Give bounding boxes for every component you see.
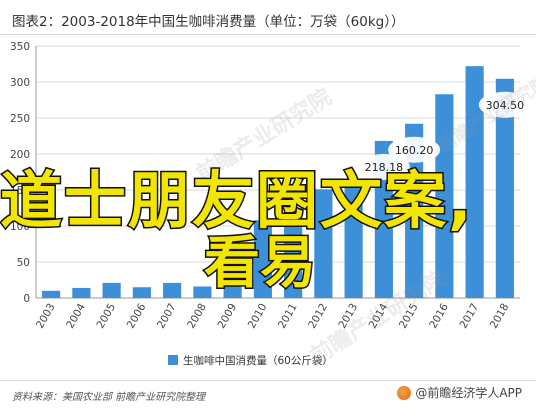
bar xyxy=(495,78,514,298)
x-tick-label: 2007 xyxy=(155,302,179,331)
x-tick-label: 2012 xyxy=(306,302,330,331)
footer-divider xyxy=(0,380,536,381)
bar xyxy=(223,263,242,298)
bar xyxy=(163,282,182,298)
brand-label: @前瞻经济学人APP xyxy=(415,386,522,400)
legend-label: 生咖啡中国消费量（60公斤袋） xyxy=(183,354,333,367)
y-tick-label: 350 xyxy=(10,41,30,53)
legend-swatch xyxy=(168,355,178,365)
brand-logo-icon xyxy=(397,385,412,400)
source-note: 资料来源：美国农业部 前瞻产业研究院整理 xyxy=(12,392,206,403)
data-label: 304.50 xyxy=(486,99,525,112)
bar xyxy=(72,287,91,298)
bar xyxy=(344,182,363,298)
x-tick-label: 2016 xyxy=(427,301,451,330)
data-label-bubble xyxy=(388,136,441,163)
y-tick-label: 50 xyxy=(17,257,30,269)
data-label: 218.18 xyxy=(365,161,404,174)
y-tick-label: 300 xyxy=(10,77,30,89)
y-tick-label: 0 xyxy=(23,293,30,305)
data-label: 160.20 xyxy=(395,144,434,157)
y-tick-label: 150 xyxy=(10,185,30,197)
bar xyxy=(42,290,61,298)
bar xyxy=(253,220,272,298)
x-tick-label: 2006 xyxy=(125,301,149,330)
chart-title: 图表2：2003-2018年中国生咖啡消费量（单位：万袋（60kg）） xyxy=(12,14,405,30)
x-tick-label: 2018 xyxy=(488,302,512,331)
y-tick-label: 200 xyxy=(10,149,30,161)
bar xyxy=(374,140,393,298)
x-tick-label: 2004 xyxy=(64,301,88,330)
y-tick-label: 100 xyxy=(10,221,30,233)
y-tick-label: 250 xyxy=(10,113,30,125)
bar xyxy=(284,208,303,298)
bar xyxy=(102,282,121,298)
x-tick-label: 2008 xyxy=(185,302,209,331)
title-divider xyxy=(0,34,536,35)
x-tick-label: 2003 xyxy=(34,302,58,331)
brand-mark: @前瞻经济学人APP xyxy=(397,384,522,401)
bar xyxy=(193,286,212,298)
data-label-bubble xyxy=(357,153,410,180)
bar xyxy=(435,94,454,299)
bar xyxy=(465,66,484,298)
x-tick-label: 2017 xyxy=(457,302,481,331)
data-label-bubble xyxy=(478,91,531,118)
x-tick-label: 2011 xyxy=(276,302,300,331)
bar xyxy=(132,287,151,298)
x-tick-label: 2010 xyxy=(246,302,270,331)
bar xyxy=(314,189,333,298)
x-tick-label: 2005 xyxy=(94,302,118,331)
x-tick-label: 2009 xyxy=(215,302,239,331)
